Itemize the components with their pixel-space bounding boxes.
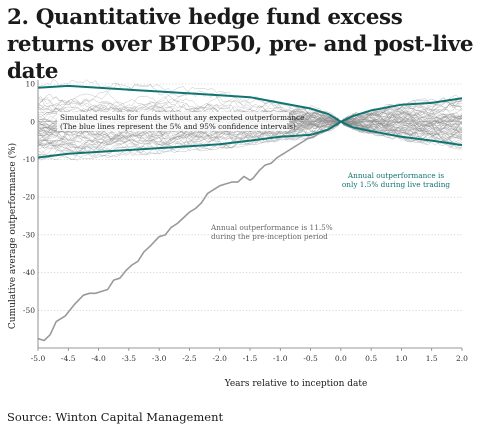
- y-tick-label: -40: [23, 268, 35, 277]
- x-tick-label: 1.0: [395, 354, 407, 363]
- series-lines: [37, 84, 463, 342]
- simulated-path: [340, 96, 463, 122]
- x-tick-label: -0.5: [303, 354, 318, 363]
- tick-labels: 10 0 -10 -20 -30 -40 -50 -5.0 -4.5 -4.0 -3.5 -3.0 -2…: [23, 80, 468, 363]
- upper-95-confidence-line: [37, 84, 463, 123]
- annotation-line: only 1.5% during live trading: [342, 180, 451, 189]
- x-tick-label: -3.5: [122, 354, 137, 363]
- annotation-line: Annual outperformance is: [347, 171, 444, 180]
- y-tick-label: 10: [25, 80, 35, 89]
- x-axis-label: Years relative to inception date: [224, 379, 368, 389]
- annotation-line: Simulated results for funds without any …: [60, 113, 304, 122]
- simulated-path: [340, 114, 463, 132]
- x-tick-label: -4.5: [61, 354, 76, 363]
- x-tick-label: 2.0: [456, 354, 468, 363]
- x-tick-label: -3.0: [152, 354, 167, 363]
- simulated-path: [37, 121, 342, 156]
- simulated-path: [37, 116, 341, 157]
- simulated-path: [38, 106, 342, 158]
- y-tick-label: -50: [23, 306, 35, 315]
- annotation-background: [57, 112, 289, 131]
- source-note: Source: Winton Capital Management: [7, 410, 224, 424]
- x-tick-label: -2.5: [182, 354, 197, 363]
- x-tick-label: -1.0: [273, 354, 288, 363]
- x-tick-label: -2.0: [212, 354, 227, 363]
- simulated-path: [37, 115, 341, 141]
- annotation-line: during the pre-inception period: [211, 232, 328, 241]
- y-axis-label: Cumulative average outperformance (%): [7, 143, 18, 329]
- simulated-path: [340, 115, 463, 132]
- y-tick-label: -10: [23, 155, 35, 164]
- axis-labels: Years relative to inception date Cumulat…: [7, 143, 367, 389]
- simulated-path: [340, 111, 463, 133]
- simulated-path: [37, 103, 342, 154]
- annotation-line: (The blue lines represent the 5% and 95%…: [60, 122, 296, 131]
- simulated-path: [340, 106, 463, 128]
- x-tick-label: -5.0: [31, 354, 46, 363]
- simulated-path: [340, 120, 463, 143]
- annotations: Simulated results for funds without any …: [57, 112, 450, 241]
- y-tick-label: 0: [30, 117, 35, 126]
- x-tick-label: -1.5: [243, 354, 258, 363]
- annotation-pre: Annual outperformance is 11.5%during the…: [210, 223, 333, 241]
- simulated-path: [340, 107, 463, 148]
- simulated-path: [37, 105, 341, 142]
- pre-inception-line: [37, 121, 342, 342]
- simulated-path: [37, 101, 341, 123]
- annotation-sim: Simulated results for funds without any …: [57, 112, 304, 131]
- y-tick-label: -20: [23, 193, 35, 202]
- simulated-path: [340, 121, 463, 140]
- simulated-path: [340, 119, 463, 138]
- y-tick-label: -30: [23, 230, 35, 239]
- axes: [37, 80, 463, 351]
- x-tick-label: -4.0: [91, 354, 106, 363]
- x-tick-label: 1.5: [426, 354, 438, 363]
- x-tick-label: 0.0: [335, 354, 347, 363]
- simulated-path: [37, 117, 342, 146]
- x-tick-label: 0.5: [365, 354, 377, 363]
- simulated-path: [340, 118, 463, 139]
- lower-5-confidence-line: [37, 120, 463, 159]
- chart-title: 2. Quantitative hedge fund excess return…: [7, 5, 474, 84]
- annotation-line: Annual outperformance is 11.5%: [210, 223, 333, 232]
- simulated-path: [340, 114, 463, 134]
